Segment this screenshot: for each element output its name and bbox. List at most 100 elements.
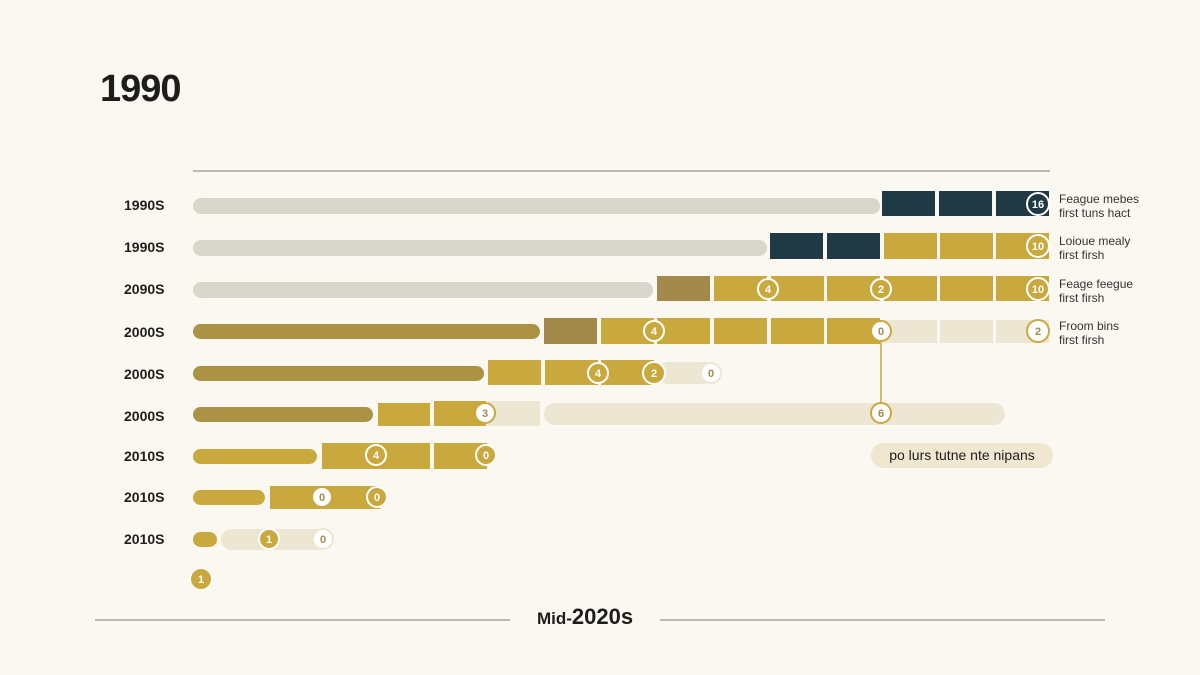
- page-title: 1990: [100, 68, 182, 110]
- badge: [587, 362, 609, 384]
- row-label: 2010S: [124, 531, 164, 547]
- segment-bar: [939, 191, 992, 216]
- row-label: 1990S: [124, 197, 164, 213]
- row-note-line-2: first tuns hact: [1059, 206, 1131, 220]
- badge-value: 10: [1032, 241, 1044, 253]
- badge: [1026, 234, 1050, 258]
- badge-value: 0: [320, 534, 326, 546]
- track-bar: [193, 532, 217, 547]
- row-note-line-1: Feage feegue: [1059, 277, 1133, 291]
- chart-rows: 1990S 16 Feague mebes first tuns hact 19…: [124, 191, 1139, 550]
- badge-value: 1: [266, 534, 272, 546]
- segment-bar: [657, 362, 715, 384]
- chart-row-9: 2010S 1 0: [124, 528, 334, 550]
- badge: [870, 278, 892, 300]
- footer-main: 2020s: [571, 604, 634, 629]
- badge: [189, 567, 213, 591]
- track-bar: [193, 324, 540, 339]
- badge: [870, 320, 892, 342]
- segment-bar: [940, 320, 993, 343]
- row-note-line-1: Froom bins: [1059, 319, 1119, 333]
- segment-bar: [544, 318, 597, 344]
- segment-bar: [940, 233, 993, 259]
- callout: po lurs tutne nte nipans: [871, 443, 1053, 468]
- badge: [311, 486, 333, 508]
- badge: [1026, 277, 1050, 301]
- segment-bar: [544, 403, 1005, 425]
- badge: [870, 402, 892, 424]
- badge: [365, 444, 387, 466]
- badge: [258, 528, 280, 550]
- chart-row-3: 2090S 4 2 10 Feage feegue first firsh: [124, 276, 1133, 305]
- badge: [312, 528, 334, 550]
- footer-prefix: Mid-: [536, 609, 572, 628]
- track-bar: [193, 407, 373, 422]
- chart-row-8: 2010S 0 0: [124, 486, 388, 509]
- badge-value: 2: [651, 368, 657, 380]
- badge-value: 0: [708, 368, 714, 380]
- track-bar: [193, 449, 317, 464]
- segment-bar: [770, 233, 823, 259]
- callout-text: po lurs tutne nte nipans: [889, 447, 1035, 463]
- badge: [366, 486, 388, 508]
- row-label: 1990S: [124, 239, 164, 255]
- row-note-line-2: first firsh: [1059, 333, 1104, 347]
- segment-bar: [884, 320, 937, 343]
- badge-value: 10: [1032, 284, 1044, 296]
- track-bar: [193, 240, 767, 256]
- badge-value: 0: [374, 492, 380, 504]
- segment-bar: [827, 233, 880, 259]
- segment-bar: [940, 276, 993, 301]
- row-label: 2000S: [124, 366, 164, 382]
- segment-bar: [771, 318, 824, 344]
- badge-value: 4: [373, 450, 380, 462]
- row-note-line-2: first firsh: [1059, 291, 1104, 305]
- badge: [700, 362, 722, 384]
- badge: [1026, 319, 1050, 343]
- segment-bar: [771, 276, 824, 301]
- chart-row-2: 1990S 10 Loioue mealy first firsh: [124, 233, 1130, 262]
- badge-value: 1: [198, 574, 204, 586]
- badge-value: 4: [651, 326, 658, 338]
- badge-value: 4: [765, 284, 772, 296]
- row-note-line-1: Feague mebes: [1059, 192, 1139, 206]
- badge: [757, 278, 779, 300]
- badge: [474, 402, 496, 424]
- badge: [1026, 192, 1050, 216]
- chart-row-7: 2010S 4 0: [124, 443, 497, 469]
- segment-bar: [378, 403, 430, 426]
- track-bar: [193, 198, 880, 214]
- track-bar: [193, 490, 265, 505]
- badge-value: 0: [319, 492, 325, 504]
- badge-value: 3: [482, 408, 488, 420]
- segment-bar: [488, 360, 541, 385]
- badge: [642, 361, 666, 385]
- badge-value: 2: [878, 284, 884, 296]
- badge-value: 2: [1035, 326, 1041, 338]
- row-label: 2010S: [124, 489, 164, 505]
- chart-row-5: 2000S 4 2 0: [124, 360, 722, 385]
- chart-row-1: 1990S 16 Feague mebes first tuns hact: [124, 191, 1139, 220]
- badge-value: 0: [483, 450, 489, 462]
- row-label: 2000S: [124, 408, 164, 424]
- row-label: 2090S: [124, 281, 164, 297]
- chart-row-6: 2000S 3 6: [124, 401, 1005, 426]
- segment-bar: [657, 276, 710, 301]
- segment-bar: [884, 276, 937, 301]
- callout-pill: [871, 443, 1053, 468]
- badge: [475, 444, 497, 466]
- row-label: 2000S: [124, 324, 164, 340]
- row-label: 2010S: [124, 448, 164, 464]
- segment-bar: [714, 318, 767, 344]
- chart-row-4: 2000S 4 0 2 Froom bins first firsh: [124, 318, 1119, 402]
- badge-value: 6: [878, 408, 884, 420]
- badge-value: 16: [1032, 199, 1044, 211]
- badge: [643, 320, 665, 342]
- track-bar: [193, 366, 484, 381]
- bottom-badge: 1: [189, 567, 213, 591]
- row-note-line-2: first firsh: [1059, 248, 1104, 262]
- track-bar: [193, 282, 653, 298]
- footer-label: Mid-2020s: [510, 606, 660, 628]
- row-note-line-1: Loioue mealy: [1059, 234, 1130, 248]
